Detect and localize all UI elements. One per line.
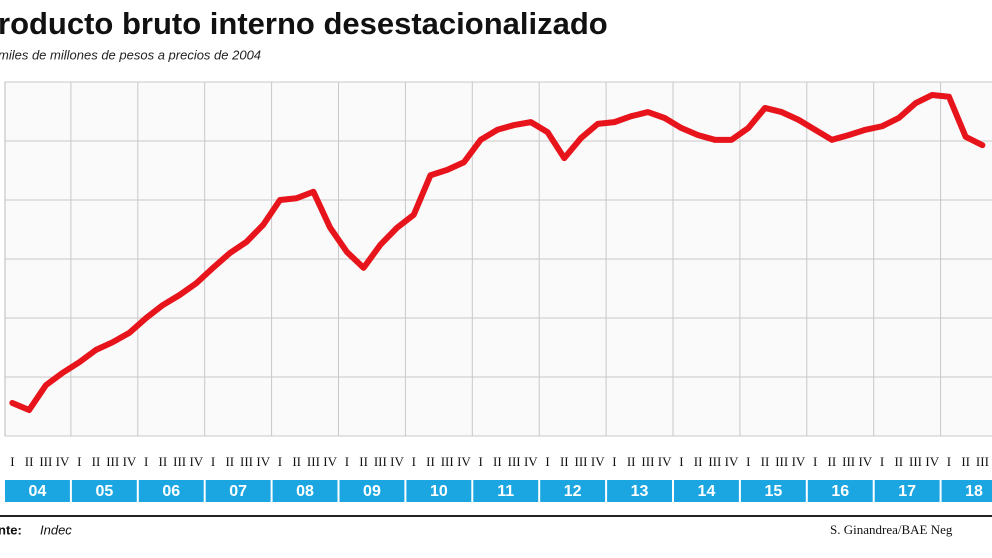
x-tick-label: II	[159, 454, 168, 469]
x-tick-label: II	[92, 454, 101, 469]
x-tick-label: IV	[925, 454, 939, 469]
year-label: 18	[965, 483, 983, 500]
year-box	[339, 480, 405, 502]
x-tick-label: II	[292, 454, 301, 469]
year-box	[205, 480, 271, 502]
source-label: nte:	[0, 522, 22, 537]
x-tick-label: I	[880, 454, 884, 469]
x-tick-label: I	[10, 454, 14, 469]
x-tick-label: I	[77, 454, 81, 469]
x-tick-label: III	[441, 454, 454, 469]
x-tick-label: I	[813, 454, 817, 469]
year-label: 11	[497, 483, 514, 500]
x-tick-label: III	[39, 454, 52, 469]
x-tick-label: II	[828, 454, 837, 469]
x-tick-label: II	[25, 454, 34, 469]
chart-title: roducto bruto interno desestacionalizado	[0, 6, 608, 41]
x-tick-label: III	[775, 454, 788, 469]
year-box	[406, 480, 472, 502]
x-tick-label: IV	[323, 454, 337, 469]
x-tick-label: II	[359, 454, 368, 469]
x-tick-label: III	[641, 454, 654, 469]
x-tick-label: IV	[123, 454, 137, 469]
year-label: 09	[363, 483, 381, 500]
year-box	[941, 480, 992, 502]
x-tick-label: III	[240, 454, 253, 469]
x-tick-label: I	[679, 454, 683, 469]
year-box	[138, 480, 204, 502]
chart-subtitle: miles de millones de pesos a precios de …	[0, 47, 261, 62]
year-label: 07	[229, 483, 247, 500]
x-tick-label: III	[909, 454, 922, 469]
x-tick-label: I	[345, 454, 349, 469]
year-label: 17	[898, 483, 916, 500]
year-label: 06	[162, 483, 180, 500]
x-tick-label: III	[508, 454, 521, 469]
x-tick-label: I	[947, 454, 951, 469]
line-series	[9, 91, 986, 414]
x-tick-label: III	[708, 454, 721, 469]
x-tick-label: IV	[390, 454, 404, 469]
year-label: 05	[95, 483, 113, 500]
year-box	[272, 480, 338, 502]
x-tick-label: II	[426, 454, 435, 469]
x-tick-label: I	[278, 454, 282, 469]
year-box	[874, 480, 940, 502]
x-tick-label: IV	[189, 454, 203, 469]
year-box	[5, 480, 70, 502]
year-label: 10	[430, 483, 448, 500]
year-label: 15	[764, 483, 782, 500]
x-tick-label: III	[976, 454, 989, 469]
year-box	[740, 480, 806, 502]
x-tick-label: III	[173, 454, 186, 469]
x-tick-label: I	[612, 454, 616, 469]
year-box	[71, 480, 137, 502]
x-tick-label: III	[842, 454, 855, 469]
year-label: 04	[29, 483, 47, 500]
year-label: 12	[564, 483, 582, 500]
x-tick-label: I	[746, 454, 750, 469]
x-tick-label: II	[694, 454, 703, 469]
x-tick-label: III	[575, 454, 588, 469]
x-tick-label: IV	[725, 454, 739, 469]
x-tick-label: IV	[658, 454, 672, 469]
x-tick-label: IV	[591, 454, 605, 469]
x-tick-label: IV	[256, 454, 270, 469]
x-tick-label: IV	[457, 454, 471, 469]
x-tick-label: II	[560, 454, 569, 469]
year-box	[473, 480, 539, 502]
x-tick-label: II	[493, 454, 502, 469]
year-box	[607, 480, 672, 502]
x-tick-label: I	[144, 454, 148, 469]
x-tick-label: I	[478, 454, 482, 469]
x-tick-label: II	[627, 454, 636, 469]
year-label: 13	[631, 483, 649, 500]
x-tick-label: I	[412, 454, 416, 469]
x-tick-label: III	[307, 454, 320, 469]
source: Indec	[40, 522, 72, 537]
credit: S. Ginandrea/BAE Neg	[830, 522, 953, 537]
x-tick-label: IV	[56, 454, 70, 469]
year-box	[807, 480, 873, 502]
x-tick-label: I	[211, 454, 215, 469]
year-box	[674, 480, 739, 502]
x-tick-label: I	[545, 454, 549, 469]
x-tick-label: IV	[792, 454, 806, 469]
x-tick-label: IV	[524, 454, 538, 469]
year-label: 08	[296, 483, 314, 500]
x-tick-label: II	[961, 454, 970, 469]
x-tick-label: II	[894, 454, 903, 469]
x-tick-label: III	[106, 454, 119, 469]
year-box	[540, 480, 606, 502]
year-label: 14	[698, 483, 716, 500]
x-tick-label: IV	[858, 454, 872, 469]
year-label: 16	[831, 483, 849, 500]
x-tick-label: II	[225, 454, 234, 469]
x-tick-label: III	[374, 454, 387, 469]
x-tick-label: II	[761, 454, 770, 469]
